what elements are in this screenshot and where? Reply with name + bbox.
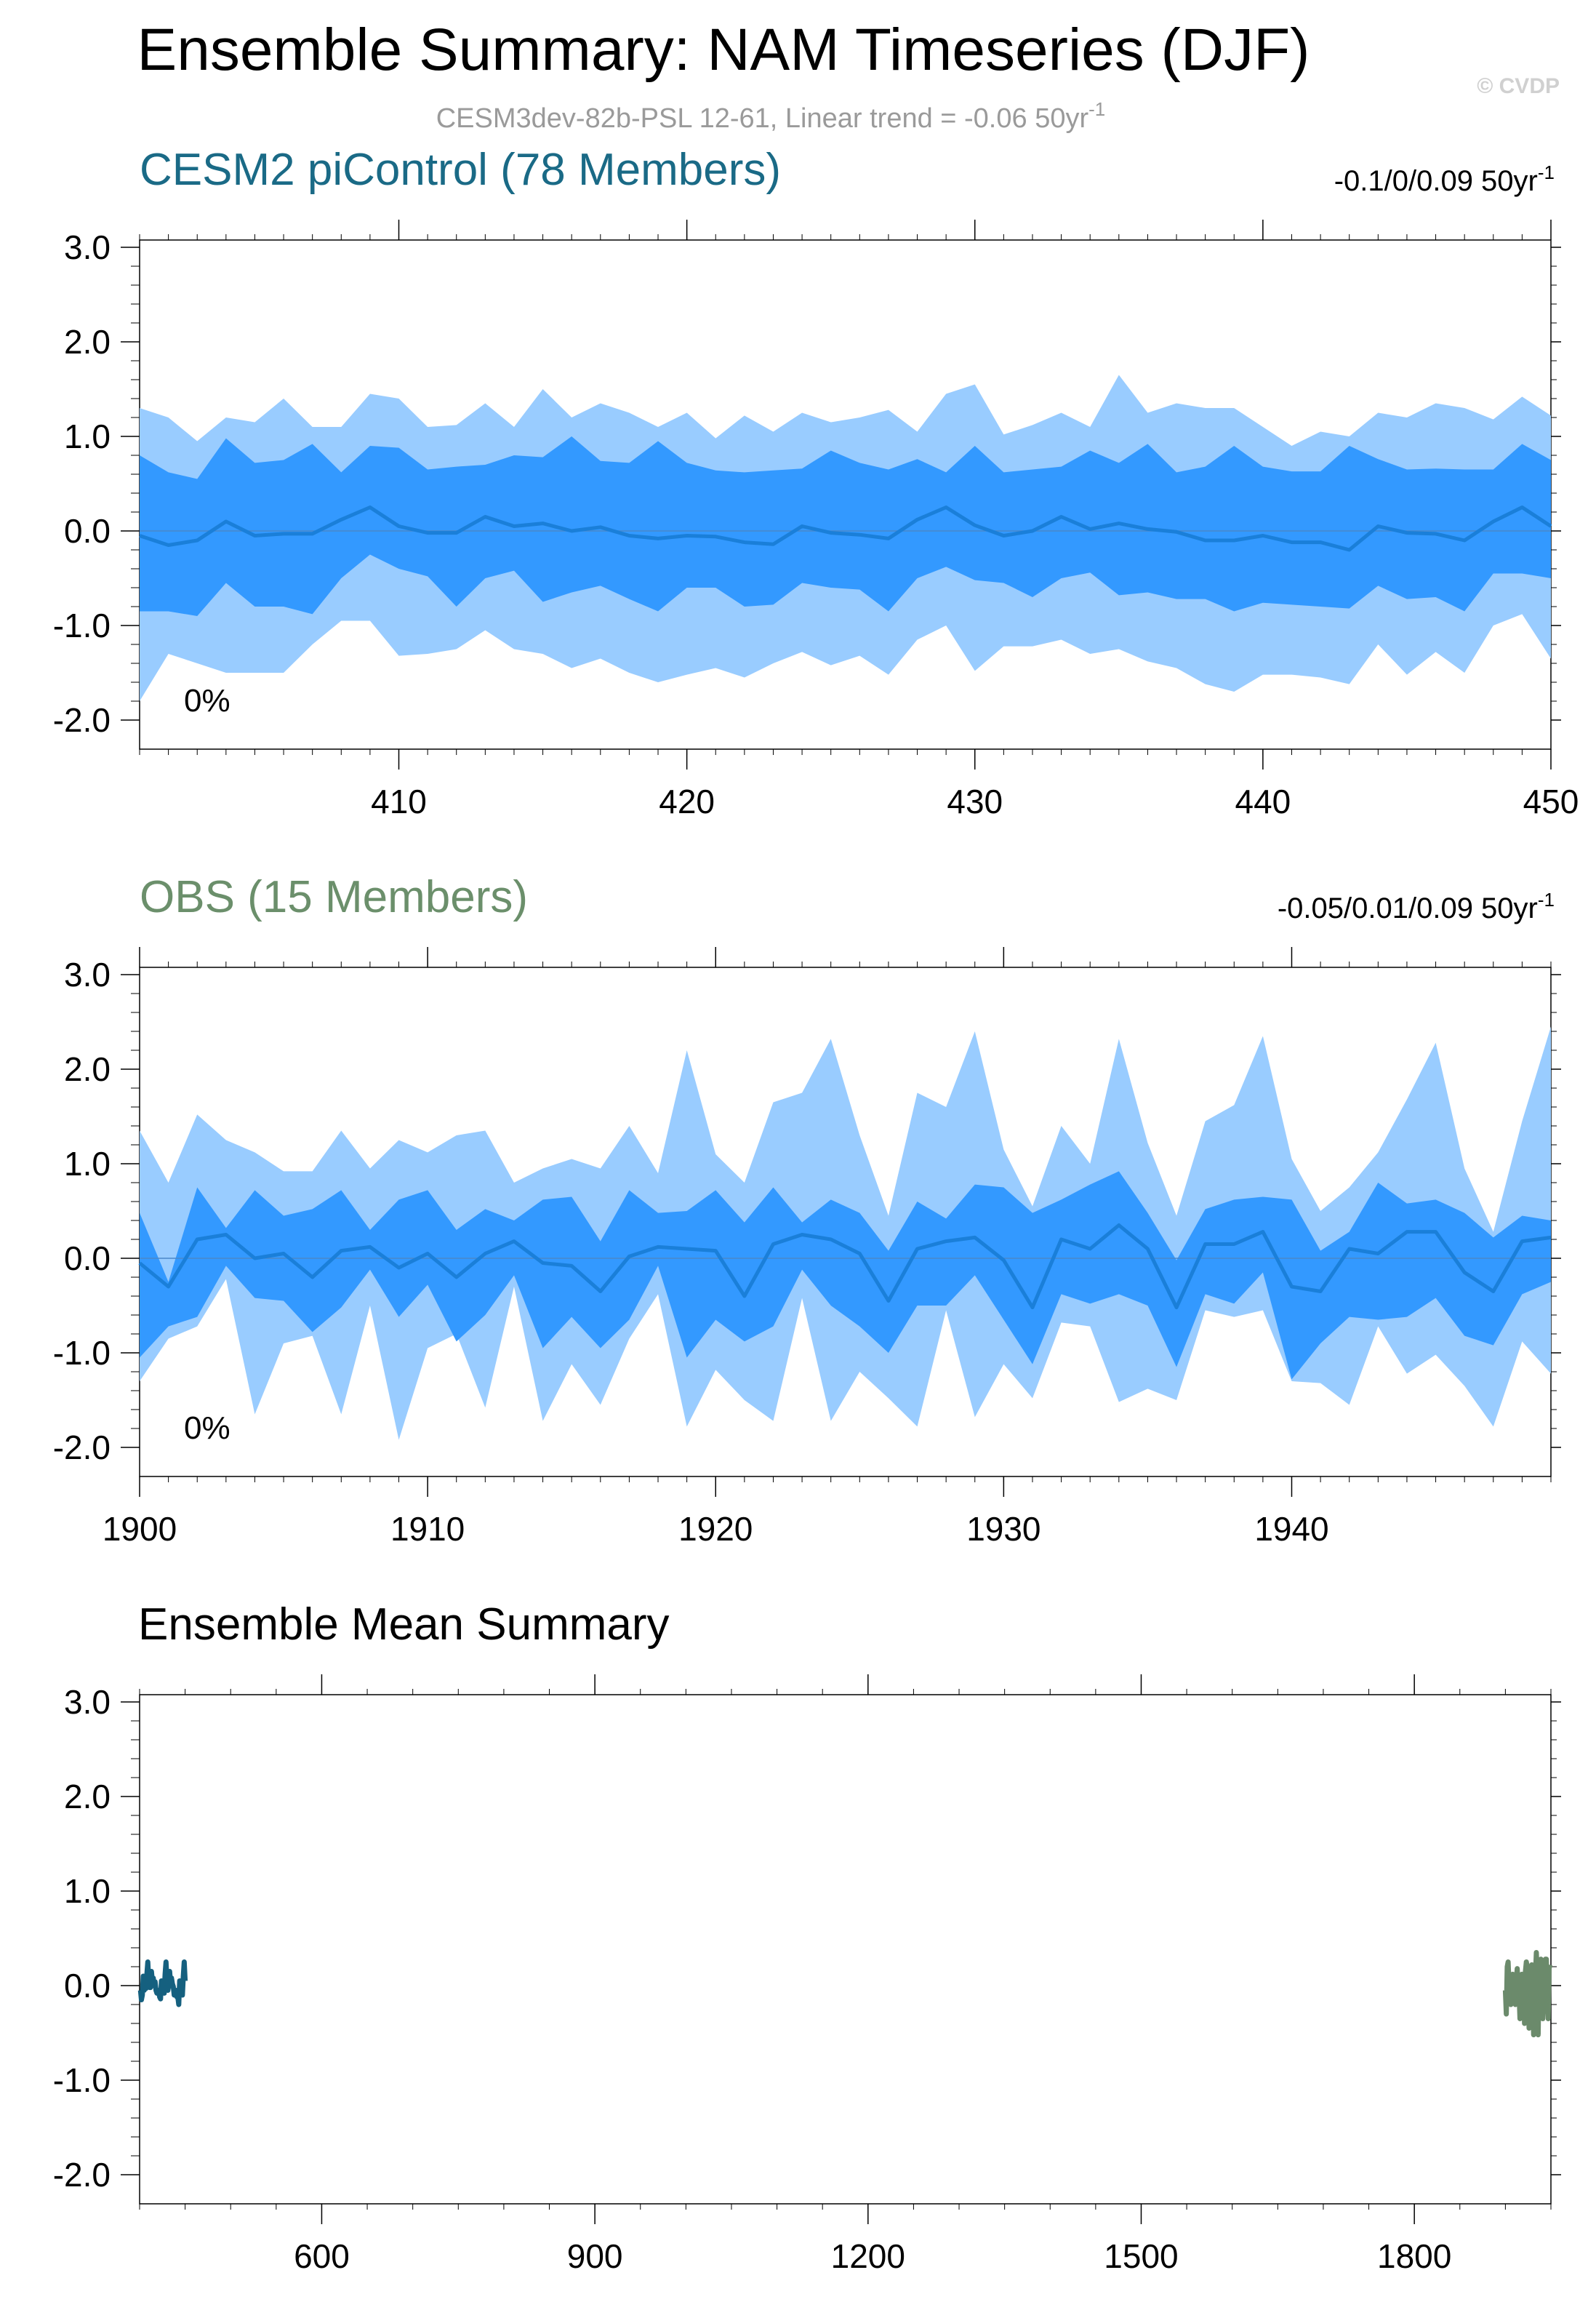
panel-model-percent: 0% bbox=[184, 683, 230, 719]
mean-line bbox=[138, 1223, 1552, 1310]
subtitle-text: CESM3dev-82b-PSL 12-61, Linear trend = -… bbox=[436, 103, 1089, 134]
figure-subtitle: CESM3dev-82b-PSL 12-61, Linear trend = -… bbox=[436, 98, 1106, 134]
y-tick-label: 1.0 bbox=[64, 417, 111, 455]
x-tick-label: 1200 bbox=[831, 2237, 905, 2275]
x-tick-label: 450 bbox=[1523, 783, 1579, 820]
y-tick-label: 1.0 bbox=[64, 1145, 111, 1183]
y-tick-label: 0.0 bbox=[64, 1239, 111, 1277]
figure-title: Ensemble Summary: NAM Timeseries (DJF) bbox=[137, 17, 1310, 83]
panel-obs-percent: 0% bbox=[184, 1410, 230, 1446]
panel-model-trend-text: -0.1/0/0.09 50yr bbox=[1334, 165, 1538, 197]
y-tick-label: -1.0 bbox=[53, 1334, 111, 1372]
panel-model: CESM2 piControl (78 Members) -0.1/0/0.09… bbox=[53, 145, 1579, 820]
panel-ensemble-mean: Ensemble Mean Summary 3.0 2.0 1.0 0.0 -1.0 -2… bbox=[53, 1599, 1561, 2275]
panel-obs-title: OBS (15 Members) bbox=[140, 872, 528, 922]
series-model-mean-line bbox=[137, 1959, 188, 2007]
x-tick-label: 420 bbox=[659, 783, 715, 820]
y-tick-label: -2.0 bbox=[53, 701, 111, 739]
y-tick-label: 0.0 bbox=[64, 1967, 111, 2005]
y-tick-label: -2.0 bbox=[53, 2156, 111, 2194]
x-tick-label: 1920 bbox=[678, 1510, 753, 1548]
y-tick-label: -1.0 bbox=[53, 607, 111, 644]
y-tick-label: -2.0 bbox=[53, 1428, 111, 1466]
x-tick-label: 1900 bbox=[103, 1510, 177, 1548]
y-tick-label: 2.0 bbox=[64, 323, 111, 361]
panel-model-trend-exp: -1 bbox=[1538, 161, 1555, 183]
copyright-label: © CVDP bbox=[1477, 74, 1560, 98]
band-inner bbox=[140, 1171, 1551, 1380]
x-tick-label: 1910 bbox=[390, 1510, 465, 1548]
x-tick-label: 900 bbox=[567, 2237, 623, 2275]
x-tick-label: 1940 bbox=[1254, 1510, 1328, 1548]
mean-line bbox=[139, 505, 1552, 552]
y-tick-label: 2.0 bbox=[64, 1778, 111, 1815]
panel-obs: OBS (15 Members) -0.05/0.01/0.09 50yr-1 … bbox=[53, 872, 1561, 1548]
y-tick-label: 3.0 bbox=[64, 1683, 111, 1721]
x-tick-label: 1500 bbox=[1104, 2237, 1178, 2275]
x-tick-label: 1800 bbox=[1377, 2237, 1451, 2275]
x-tick-label: 1930 bbox=[966, 1510, 1040, 1548]
panel-mean-title: Ensemble Mean Summary bbox=[138, 1599, 670, 1650]
y-tick-label: -1.0 bbox=[53, 2061, 111, 2099]
series-obs-mean-line bbox=[1502, 1950, 1553, 2038]
x-tick-label: 430 bbox=[947, 783, 1003, 820]
y-tick-label: 3.0 bbox=[64, 956, 111, 994]
x-tick-label: 600 bbox=[294, 2237, 350, 2275]
plot-frame bbox=[139, 1694, 1552, 2205]
panel-model-trend: -0.1/0/0.09 50yr-1 bbox=[1334, 161, 1555, 197]
y-tick-label: 2.0 bbox=[64, 1050, 111, 1088]
band-inner bbox=[140, 436, 1551, 616]
panel-obs-trend-text: -0.05/0.01/0.09 50yr bbox=[1278, 892, 1538, 924]
y-tick-label: 1.0 bbox=[64, 1872, 111, 1910]
y-tick-label: 3.0 bbox=[64, 228, 111, 266]
x-tick-label: 440 bbox=[1235, 783, 1291, 820]
panel-obs-trend-exp: -1 bbox=[1538, 889, 1555, 911]
x-tick-label: 410 bbox=[371, 783, 427, 820]
panel-model-title: CESM2 piControl (78 Members) bbox=[140, 145, 781, 195]
y-tick-label: 0.0 bbox=[64, 512, 111, 550]
subtitle-exponent: -1 bbox=[1088, 98, 1105, 120]
panel-obs-trend: -0.05/0.01/0.09 50yr-1 bbox=[1278, 889, 1555, 924]
